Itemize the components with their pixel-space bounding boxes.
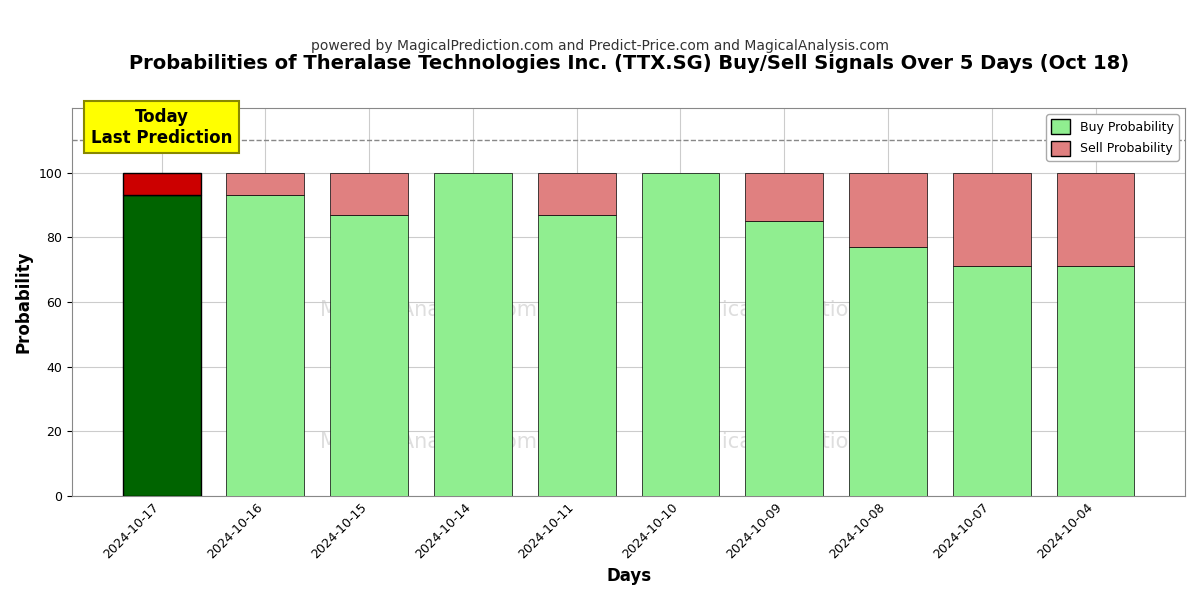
X-axis label: Days: Days	[606, 567, 652, 585]
Bar	[434, 173, 512, 496]
Bar	[122, 195, 200, 496]
Bar	[850, 247, 926, 496]
Text: Today
Last Prediction: Today Last Prediction	[91, 108, 233, 147]
Bar	[642, 173, 719, 496]
Text: powered by MagicalPrediction.com and Predict-Price.com and MagicalAnalysis.com: powered by MagicalPrediction.com and Pre…	[311, 39, 889, 53]
Bar	[1056, 173, 1134, 266]
Legend: Buy Probability, Sell Probability: Buy Probability, Sell Probability	[1046, 114, 1178, 161]
Y-axis label: Probability: Probability	[16, 251, 34, 353]
Bar	[953, 266, 1031, 496]
Bar	[745, 173, 823, 221]
Bar	[227, 173, 305, 195]
Text: MagicalPrediction.com: MagicalPrediction.com	[678, 432, 913, 452]
Bar	[538, 173, 616, 215]
Bar	[227, 195, 305, 496]
Text: MagicalPrediction.com: MagicalPrediction.com	[678, 300, 913, 320]
Bar	[953, 173, 1031, 266]
Bar	[330, 215, 408, 496]
Title: Probabilities of Theralase Technologies Inc. (TTX.SG) Buy/Sell Signals Over 5 Da: Probabilities of Theralase Technologies …	[128, 54, 1129, 73]
Bar	[745, 221, 823, 496]
Text: MagicalAnalysis.com: MagicalAnalysis.com	[319, 432, 536, 452]
Bar	[330, 173, 408, 215]
Bar	[850, 173, 926, 247]
Bar	[1056, 266, 1134, 496]
Bar	[538, 215, 616, 496]
Text: MagicalAnalysis.com: MagicalAnalysis.com	[319, 300, 536, 320]
Bar	[122, 173, 200, 195]
